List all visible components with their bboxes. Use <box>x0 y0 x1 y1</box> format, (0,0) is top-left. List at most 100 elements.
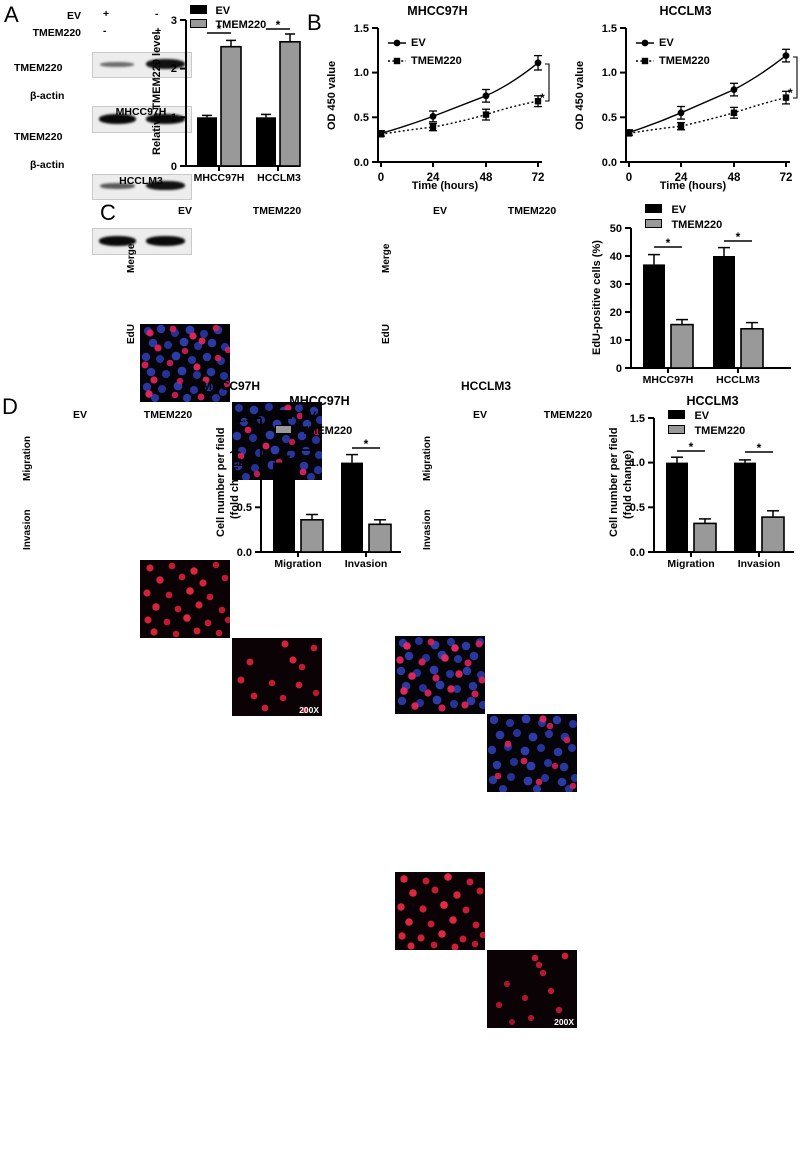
svg-text:0.5: 0.5 <box>354 112 369 124</box>
panel-d-chart2-category-migration: Migration <box>667 558 715 570</box>
blot-cellline-hcclm3: HCCLM3 <box>119 175 163 187</box>
svg-text:*: * <box>217 22 222 36</box>
panel-d-set2-col-ev: EV <box>472 409 487 421</box>
svg-text:0.5: 0.5 <box>237 502 252 514</box>
svg-text:48: 48 <box>728 172 741 184</box>
svg-text:1.5: 1.5 <box>602 23 617 35</box>
blot-label-tmem220-top: TMEM220 <box>14 62 63 74</box>
panel-c-set1-row-merge: Merge <box>126 243 137 273</box>
blot-header-ev-label: EV <box>66 10 81 22</box>
panel-c-legend: EV TMEM220 <box>645 202 722 232</box>
panel-c-set1-col-ev: EV <box>177 205 192 217</box>
panel-b-chart1-legend-ev: EV <box>411 37 426 49</box>
legend-label-ev: EV <box>694 410 710 422</box>
svg-text:1.0: 1.0 <box>602 67 617 79</box>
svg-text:1.5: 1.5 <box>354 23 369 35</box>
panel-c-set2-col-ev: EV <box>432 205 447 217</box>
svg-text:0: 0 <box>378 172 384 184</box>
panel-d-set1-col-tmem220: TMEM220 <box>143 409 193 421</box>
svg-text:40: 40 <box>610 251 622 263</box>
panel-d-chart2: Cell number per field (fold change) EV T… <box>608 404 798 574</box>
legend-swatch-ev <box>190 5 207 15</box>
panel-c-set2-cellline: HCCLM3 <box>461 379 511 393</box>
svg-text:72: 72 <box>532 172 545 184</box>
panel-d-chart1: Cell number per field (fold change) EV T… <box>215 404 405 574</box>
legend-swatch-ev <box>668 410 685 420</box>
panel-b-chart1-y-label: OD 450 value <box>326 60 338 130</box>
panel-c-set2-row-edu: EdU <box>381 324 392 344</box>
legend-swatch-ev <box>275 410 292 420</box>
legend-label-tmem220: TMEM220 <box>215 19 267 31</box>
panel-a-category-hcclm3: HCCLM3 <box>257 172 301 184</box>
blot-header-tmem-label: TMEM220 <box>32 27 81 39</box>
svg-text:0.0: 0.0 <box>602 157 617 169</box>
svg-text:*: * <box>296 439 301 453</box>
panel-c-bar-chart: EV TMEM220 EdU-positive cells (%) 0 10 2… <box>591 200 795 390</box>
legend-swatch-tmem220 <box>645 219 662 229</box>
panel-a-legend: EV TMEM220 <box>190 4 266 32</box>
panel-b-chart2: 0.0 0.5 1.0 1.5 0 24 48 72 <box>588 16 798 186</box>
svg-text:50: 50 <box>610 223 622 235</box>
legend-label-ev: EV <box>671 204 687 216</box>
panel-b-chart1-title: MHCC97H <box>407 4 468 18</box>
panel-b-chart2-legend-tmem220: TMEM220 <box>659 55 710 67</box>
blot-image-bactin-mhcc97h <box>92 106 192 133</box>
panel-b-chart2-x-label: Time (hours) <box>659 180 727 192</box>
blot-header-tmem-lane2: + <box>155 25 162 37</box>
svg-text:0.5: 0.5 <box>630 502 645 514</box>
blot-image-bactin-hcclm3 <box>92 228 192 255</box>
panel-c-set1-cellline: MHCC97H <box>201 379 260 393</box>
panel-b-chart1-x-label: Time (hours) <box>411 180 479 192</box>
blot-label-tmem220-bottom: TMEM220 <box>14 131 63 143</box>
blot-cellline-mhcc97h: MHCC97H <box>115 106 167 118</box>
svg-text:*: * <box>757 441 762 455</box>
panel-c-merge-hcclm3-tmem220 <box>487 714 577 792</box>
blot-header-ev-lane2: - <box>155 8 159 20</box>
panel-b-chart2-legend-ev: EV <box>659 37 674 49</box>
panel-c-category-hcclm3: HCCLM3 <box>716 374 760 386</box>
svg-text:0.0: 0.0 <box>237 547 252 559</box>
svg-text:72: 72 <box>780 172 793 184</box>
panel-label-a: A <box>4 2 19 27</box>
panel-label-b: B <box>307 10 322 35</box>
legend-label-tmem220: TMEM220 <box>671 219 723 231</box>
panel-b-chart1-legend-tmem220: TMEM220 <box>411 55 462 67</box>
svg-text:0.0: 0.0 <box>630 547 645 559</box>
panel-c-merge-hcclm3-ev <box>395 636 485 714</box>
svg-text:*: * <box>689 440 694 454</box>
svg-text:*: * <box>666 236 671 250</box>
panel-d-chart1-title: MHCC97H <box>289 394 350 408</box>
panel-d-set2-row-migration: Migration <box>422 436 433 482</box>
panel-c-edu-hcclm3-ev <box>395 872 485 950</box>
blot-header-ev-lane1: + <box>103 8 110 20</box>
panel-d-chart1-category-invasion: Invasion <box>344 558 388 570</box>
svg-text:*: * <box>276 18 281 32</box>
legend-label-ev: EV <box>301 410 317 422</box>
svg-text:3: 3 <box>171 15 177 27</box>
svg-text:0: 0 <box>616 363 622 375</box>
blot-header-tmem-lane1: - <box>103 25 107 37</box>
svg-text:10: 10 <box>610 335 622 347</box>
panel-d-set2-row-invasion: Invasion <box>422 509 433 551</box>
blot-image-tmem220-mhcc97h <box>92 52 192 78</box>
legend-label-ev: EV <box>215 5 231 17</box>
blot-image-tmem220-hcclm3 <box>92 174 192 200</box>
panel-label-c: C <box>100 200 116 225</box>
legend-swatch-ev <box>645 204 662 214</box>
panel-c-set2-row-merge: Merge <box>381 243 392 273</box>
panel-d-chart1-category-migration: Migration <box>274 558 322 570</box>
svg-text:0.0: 0.0 <box>354 157 369 169</box>
panel-d-set1-row-migration: Migration <box>22 436 33 482</box>
svg-text:*: * <box>364 437 369 451</box>
panel-c-category-mhcc97h: MHCC97H <box>642 374 694 386</box>
legend-swatch-tmem220 <box>275 425 292 435</box>
legend-swatch-tmem220 <box>190 19 207 29</box>
svg-text:2: 2 <box>171 63 177 75</box>
panel-c-set1-magnification: 200X <box>299 705 319 715</box>
panel-d-chart1-legend: EV TMEM220 <box>275 408 352 438</box>
panel-c-merge-mhcc97h-ev <box>140 324 230 402</box>
svg-text:1.5: 1.5 <box>630 413 645 425</box>
svg-text:*: * <box>736 230 741 244</box>
blot-label-bactin-bottom: β-actin <box>30 159 65 171</box>
svg-text:30: 30 <box>610 279 622 291</box>
